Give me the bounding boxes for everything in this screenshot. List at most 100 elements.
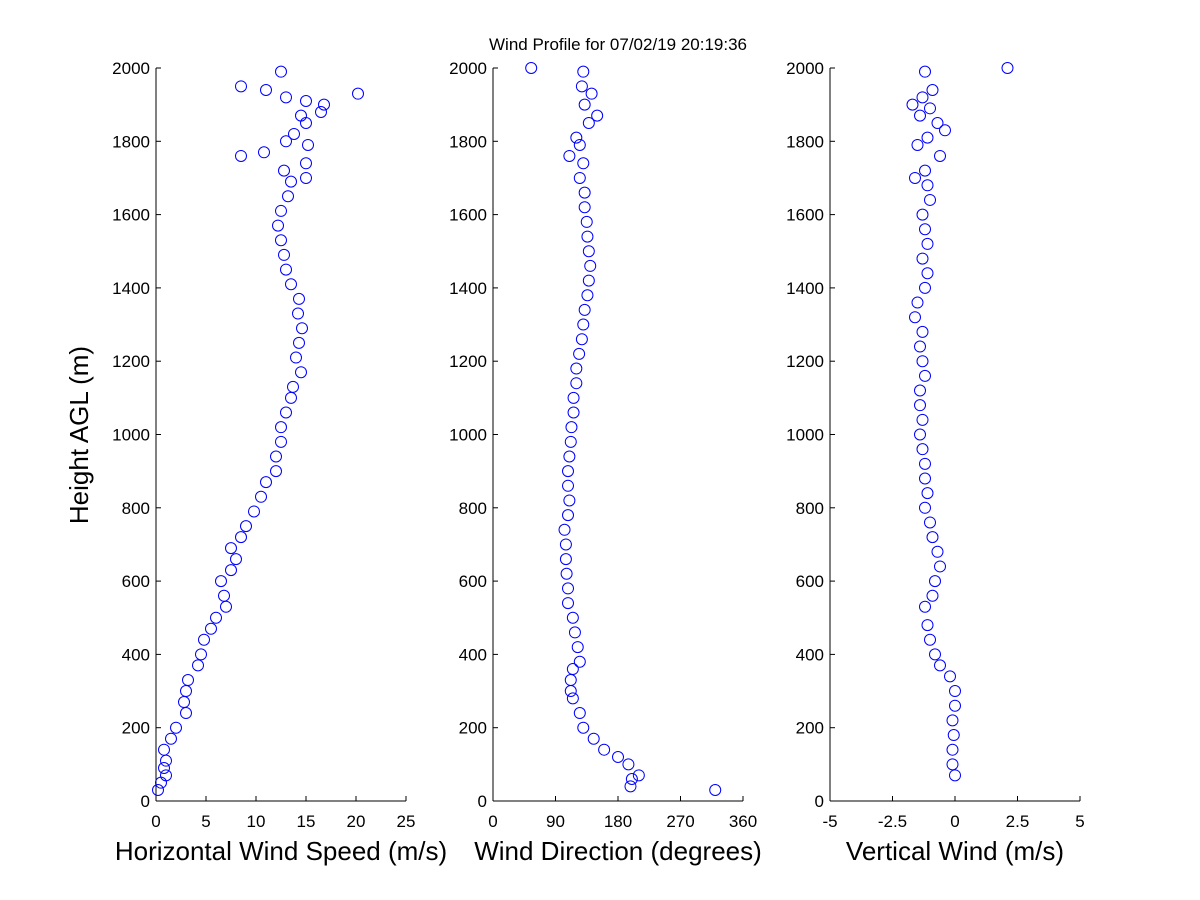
x-tick-label: 25 (397, 812, 416, 831)
point (225, 542, 237, 555)
point (571, 641, 584, 654)
point (570, 362, 583, 375)
point (934, 149, 946, 162)
point (916, 443, 929, 456)
y-tick-label: 1000 (112, 426, 150, 445)
point (300, 94, 312, 107)
point (235, 531, 247, 544)
point (577, 721, 590, 734)
point (278, 164, 290, 177)
x-axis-label: Horizontal Wind Speed (m/s) (115, 836, 447, 866)
point (567, 406, 580, 419)
point (578, 201, 591, 214)
y-tick-label: 1800 (112, 132, 150, 151)
y-tick-label: 2000 (786, 59, 824, 78)
point (562, 597, 574, 610)
point (946, 743, 959, 756)
x-tick-label: 5 (201, 812, 210, 831)
point (563, 450, 576, 463)
point (280, 91, 292, 104)
point (285, 391, 297, 404)
point (575, 333, 588, 346)
x-tick-label: 0 (151, 812, 160, 831)
x-tick-label: 0 (950, 812, 959, 831)
point (578, 303, 591, 316)
x-tick-label: 2.5 (1006, 812, 1030, 831)
point (258, 146, 270, 159)
point (919, 281, 931, 294)
point (260, 83, 272, 96)
x-tick-label: 180 (604, 812, 632, 831)
point (926, 589, 939, 602)
point (924, 633, 936, 646)
y-tick-label: 1400 (786, 279, 824, 298)
point (929, 575, 941, 588)
point (914, 428, 926, 441)
point (581, 230, 594, 243)
point (275, 65, 287, 78)
point (1001, 62, 1014, 74)
point (921, 237, 934, 250)
point (624, 780, 637, 793)
point (931, 545, 944, 558)
x-tick-label: -2.5 (878, 812, 907, 831)
point (275, 234, 287, 247)
point (911, 296, 924, 309)
y-tick-label: 1200 (112, 352, 150, 371)
point (218, 589, 230, 602)
x-tick-label: 20 (347, 812, 366, 831)
point (909, 311, 921, 324)
point (919, 65, 931, 78)
point (285, 278, 297, 291)
chart-title: Wind Profile for 07/02/19 20:19:36 (489, 35, 747, 54)
x-tick-label: 10 (247, 812, 266, 831)
point (158, 762, 170, 775)
point (573, 171, 586, 184)
x-tick-label: 360 (729, 812, 757, 831)
point (924, 102, 936, 115)
point (946, 758, 959, 771)
point (195, 648, 207, 661)
point (934, 659, 946, 672)
y-tick-label: 1800 (449, 132, 487, 151)
point (919, 369, 931, 382)
point (584, 259, 597, 272)
point (300, 171, 312, 184)
point (285, 175, 297, 188)
point (926, 83, 939, 96)
point (931, 116, 944, 129)
point (293, 336, 305, 349)
y-tick-label: 1600 (786, 206, 824, 225)
point (180, 707, 192, 720)
point (192, 659, 204, 672)
point (275, 435, 287, 448)
point (949, 685, 961, 698)
point (182, 674, 194, 687)
point (158, 743, 170, 756)
point (921, 179, 934, 192)
point (559, 538, 572, 551)
point (180, 685, 192, 698)
point (924, 193, 936, 206)
point (155, 776, 167, 789)
point (275, 421, 287, 434)
point (567, 391, 580, 404)
point (160, 769, 172, 782)
y-tick-label: 1400 (112, 279, 150, 298)
point (632, 769, 645, 782)
point (582, 116, 595, 129)
point (170, 721, 182, 734)
y-tick-label: 600 (796, 572, 824, 591)
y-tick-label: 1000 (786, 426, 824, 445)
point (566, 611, 579, 624)
point (315, 105, 327, 118)
point (577, 65, 590, 78)
point (914, 109, 926, 122)
point (560, 567, 573, 580)
y-tick-label: 1800 (786, 132, 824, 151)
point (919, 164, 931, 177)
y-axis-label: Height AGL (m) (64, 346, 94, 524)
point (585, 87, 598, 100)
point (230, 553, 242, 566)
